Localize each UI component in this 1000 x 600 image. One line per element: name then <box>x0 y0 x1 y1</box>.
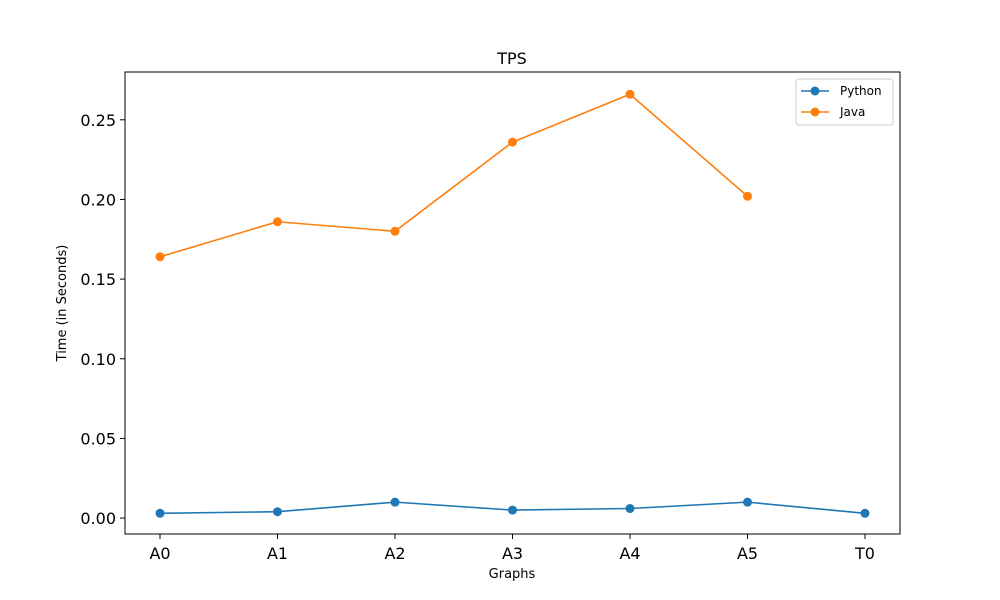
python-data-point <box>860 508 870 518</box>
python-data-point <box>155 508 165 518</box>
python-data-point <box>743 497 752 507</box>
java-series-line <box>159 93 749 258</box>
y-axis-label: Time (in Seconds) <box>55 245 70 363</box>
java-data-point <box>625 89 635 99</box>
python-data-point <box>508 505 517 515</box>
x-tick-label: A0 <box>149 544 170 563</box>
x-tick-label: A1 <box>267 544 288 563</box>
python-legend-marker <box>810 86 820 96</box>
java-legend-label: Java <box>839 105 865 119</box>
java-legend-marker <box>810 107 820 117</box>
plot-area: A0 A1 A2 A3 A4 A5 T0 0.00 0.05 0.10 0.15 0.20 0.25 <box>80 89 875 563</box>
y-tick-label: 0.15 <box>80 270 116 289</box>
y-tick-label: 0.00 <box>80 509 116 528</box>
java-data-point <box>155 252 165 262</box>
y-tick-label: 0.10 <box>80 350 116 369</box>
x-tick-label: A4 <box>619 544 640 563</box>
legend: Python Java <box>795 78 894 126</box>
java-data-point <box>508 137 517 147</box>
y-tick-label: 0.20 <box>80 190 116 209</box>
x-tick-label: T0 <box>854 544 875 563</box>
python-data-point <box>390 497 400 507</box>
python-data-point <box>273 507 282 517</box>
x-tick-label: A2 <box>384 544 405 563</box>
java-data-point <box>390 226 400 236</box>
y-tick-label: 0.25 <box>80 111 116 130</box>
java-data-point <box>273 217 282 227</box>
python-data-point <box>625 504 635 514</box>
x-tick-label: A5 <box>737 544 758 563</box>
x-axis-label: Graphs <box>489 567 536 582</box>
axes-frame <box>124 71 901 535</box>
y-tick-label: 0.05 <box>80 429 116 448</box>
chart-title: TPS <box>496 49 527 68</box>
python-legend-label: Python <box>840 84 882 98</box>
x-tick-label: A3 <box>502 544 523 563</box>
java-data-point <box>743 191 752 201</box>
